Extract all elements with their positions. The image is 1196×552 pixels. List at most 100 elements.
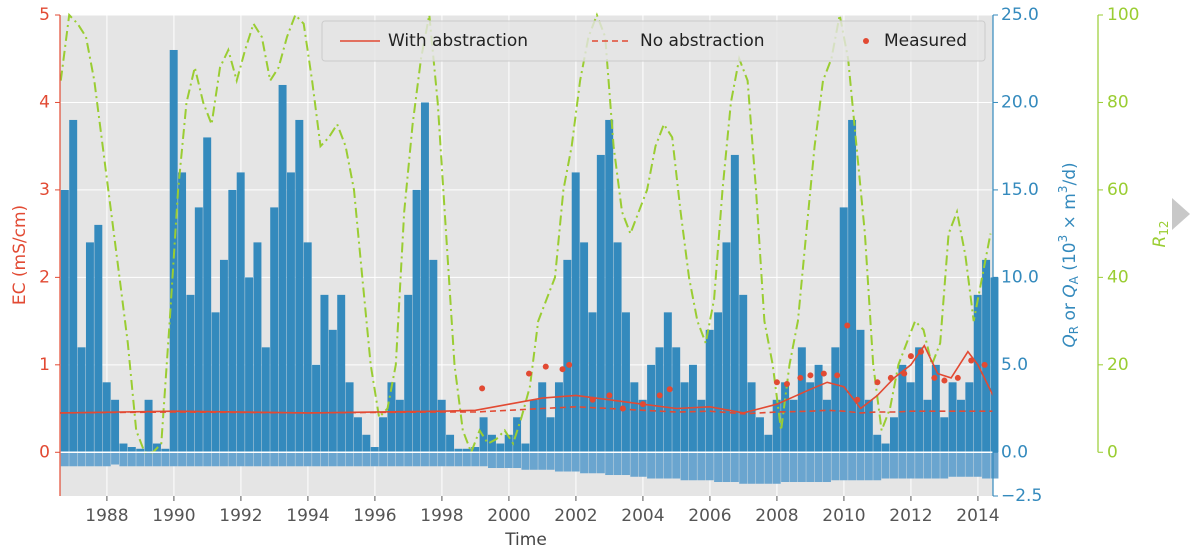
y2-tick-label: 0.0 <box>1001 442 1028 462</box>
bar <box>797 452 806 483</box>
bar <box>487 452 496 469</box>
point <box>619 405 626 412</box>
bar <box>144 399 153 453</box>
point <box>968 357 975 364</box>
bar <box>764 434 773 453</box>
bar <box>529 399 538 453</box>
bar <box>889 452 898 479</box>
bar <box>789 452 798 483</box>
bar <box>554 382 563 453</box>
axis-label-part: × m <box>1060 193 1080 235</box>
point <box>666 386 673 393</box>
bar <box>353 452 362 467</box>
bar <box>898 364 907 453</box>
bar <box>228 452 237 467</box>
bar <box>965 382 974 453</box>
x-tick-label: 1996 <box>353 506 396 526</box>
bar <box>261 452 270 467</box>
bar <box>303 452 312 467</box>
bar <box>228 189 237 453</box>
bar <box>462 448 471 453</box>
bar <box>194 452 203 467</box>
bar <box>571 172 580 453</box>
line <box>59 405 993 415</box>
point <box>874 379 881 386</box>
bar <box>948 452 957 477</box>
point <box>917 348 924 355</box>
axis-label-part: R <box>1150 236 1170 248</box>
bar <box>496 443 505 453</box>
x-tick-label: 1998 <box>420 506 463 526</box>
point <box>559 366 566 373</box>
point <box>606 392 613 399</box>
point <box>820 370 827 377</box>
bar <box>236 452 245 467</box>
bar <box>663 312 672 453</box>
next-arrow[interactable] <box>1172 198 1190 230</box>
bar <box>906 452 915 479</box>
bar <box>630 452 639 477</box>
bar <box>479 452 488 467</box>
bar <box>370 447 379 453</box>
bar <box>831 347 840 453</box>
axis-label-part: 3 <box>1056 186 1070 194</box>
x-tick-label: 1988 <box>85 506 128 526</box>
bar <box>990 452 999 479</box>
bar <box>387 452 396 467</box>
bar <box>77 347 86 453</box>
bar <box>412 189 421 453</box>
y2-axis-label: QR or QA (103 × m3/d) <box>1056 162 1081 347</box>
bar <box>931 364 940 453</box>
bar <box>797 347 806 453</box>
bar <box>69 452 78 467</box>
x-tick-label: 2000 <box>487 506 530 526</box>
bar <box>839 452 848 481</box>
bar <box>454 452 463 467</box>
bar <box>446 434 455 453</box>
bar <box>747 382 756 453</box>
bar <box>370 452 379 467</box>
point <box>887 374 894 381</box>
point <box>566 361 573 368</box>
point <box>526 370 533 377</box>
bar <box>178 172 187 453</box>
y-tick-label: 2 <box>39 267 50 287</box>
legend-label: With abstraction <box>388 31 528 51</box>
bar <box>379 452 388 467</box>
bar <box>881 452 890 479</box>
bar <box>714 312 723 453</box>
point <box>783 381 790 388</box>
bar <box>621 312 630 453</box>
bar <box>613 242 622 453</box>
bar <box>119 443 128 453</box>
bar <box>169 452 178 467</box>
point <box>854 396 861 403</box>
x-tick-label: 2014 <box>956 506 999 526</box>
bar <box>923 452 932 479</box>
y-tick-label: 5 <box>39 5 50 25</box>
bar <box>395 452 404 467</box>
bar <box>328 329 337 453</box>
point <box>907 353 914 360</box>
bar <box>814 364 823 453</box>
bar <box>446 452 455 467</box>
y-tick-label: 0 <box>39 442 50 462</box>
bar <box>730 154 739 453</box>
bar <box>982 452 991 479</box>
bar <box>755 417 764 453</box>
point <box>954 374 961 381</box>
bar <box>772 399 781 453</box>
x-tick-label: 1994 <box>286 506 329 526</box>
bar <box>362 452 371 467</box>
bar <box>471 452 480 467</box>
axis-label-part: R <box>1067 326 1081 334</box>
bar <box>546 417 555 453</box>
bar <box>337 452 346 467</box>
y3-tick-label: 20 <box>1107 355 1129 375</box>
bar <box>278 84 287 453</box>
bar <box>730 452 739 483</box>
bar <box>102 452 111 467</box>
point <box>797 374 804 381</box>
bar <box>429 452 438 467</box>
